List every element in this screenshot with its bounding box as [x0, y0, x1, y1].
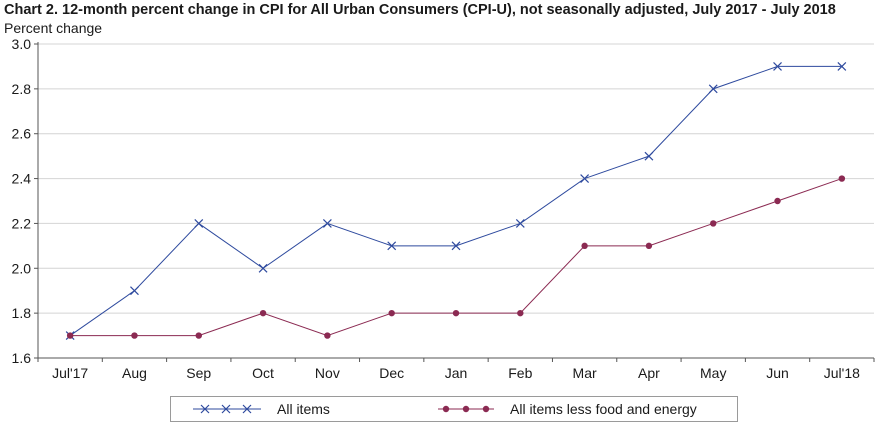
series-1-point-0	[66, 332, 74, 339]
x-tick-label-3: Oct	[252, 365, 274, 381]
legend-item-core: All items less food and energy	[436, 397, 697, 421]
x-tick-label-4: Nov	[315, 365, 340, 381]
series-0-point-7	[515, 219, 525, 228]
y-tick-label-6: 2.8	[12, 81, 32, 97]
series-0-point-6	[451, 241, 461, 251]
series-1-point-11	[774, 197, 781, 205]
series-1-point-5	[388, 309, 395, 317]
series-0-point-3	[258, 263, 268, 273]
line-chart: 1.6 1.8 2.0 2.2 2.4 2.6 2.8 3.0 Jul'17 Aug Sep Oct N…	[12, 36, 875, 381]
legend-label-core: All items less food and energy	[510, 401, 697, 417]
legend-item-all-items: All items	[191, 397, 330, 421]
x-tick-label-7: Feb	[508, 365, 532, 381]
x-tick-label-1: Aug	[122, 365, 147, 381]
series-1-point-1	[131, 332, 138, 339]
y-tick-label-4: 2.4	[12, 171, 32, 187]
x-tick-label-10: May	[700, 365, 726, 381]
y-tick-label-5: 2.6	[12, 126, 32, 142]
series-0-point-5	[387, 241, 397, 251]
y-tick-label-2: 2.0	[12, 260, 32, 276]
y-tick-label-7: 3.0	[12, 36, 32, 52]
series-1-point-7	[517, 309, 524, 317]
series-0-point-11	[773, 62, 782, 71]
series-1-point-3	[259, 309, 267, 317]
chart-legend: All items All items less food and energy	[170, 396, 738, 422]
x-tick-label-8: Mar	[573, 365, 597, 381]
x-tick-label-6: Jan	[445, 365, 468, 381]
y-axis-label: Percent change	[4, 20, 103, 36]
x-tick-label-5: Dec	[379, 365, 404, 381]
series-0-point-12	[837, 62, 847, 71]
x-tick-label-11: Jun	[766, 365, 789, 381]
series-0-point-2	[194, 219, 204, 228]
y-tick-label-0: 1.6	[12, 350, 32, 366]
series-1-point-2	[195, 332, 202, 339]
series-0-point-4	[322, 219, 332, 228]
series-line-0	[69, 65, 842, 336]
series-1-point-8	[581, 242, 588, 250]
x-tick-label-0: Jul'17	[52, 365, 88, 381]
series-1-point-6	[452, 309, 460, 317]
legend-label-all-items: All items	[277, 401, 330, 417]
x-tick-label-9: Apr	[638, 365, 660, 381]
series-0-point-1	[130, 286, 139, 296]
series-1-point-9	[645, 242, 653, 250]
x-tick-label-2: Sep	[186, 365, 211, 381]
legend-swatch-all-items	[193, 404, 261, 414]
y-tick-label-3: 2.2	[12, 215, 32, 231]
series-1-point-12	[838, 175, 846, 182]
series-1-point-10	[710, 220, 717, 227]
series-1-point-4	[324, 332, 331, 339]
series-0-point-9	[644, 151, 654, 161]
chart-title: Chart 2. 12-month percent change in CPI …	[4, 2, 836, 18]
legend-swatch-core	[438, 405, 494, 413]
series-0-point-10	[708, 84, 718, 94]
y-tick-label-1: 1.8	[12, 305, 32, 321]
x-tick-label-12: Jul'18	[824, 365, 860, 381]
series-0-point-8	[580, 174, 590, 183]
